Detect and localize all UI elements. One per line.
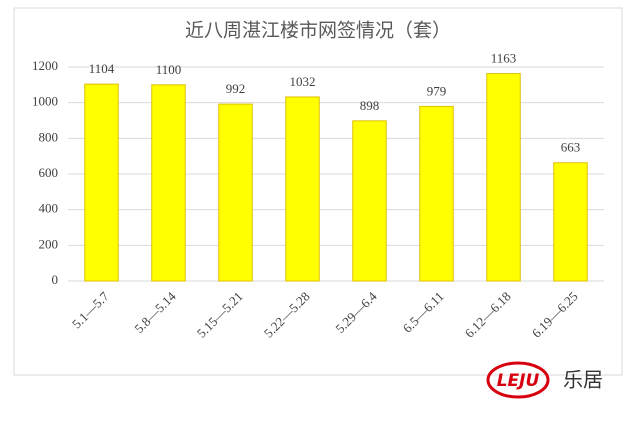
bar [553, 162, 588, 282]
bar [419, 105, 454, 282]
y-tick-label: 600 [39, 165, 59, 180]
y-tick-label: 1200 [32, 58, 58, 73]
bar [84, 83, 119, 282]
y-tick-label: 800 [39, 129, 59, 144]
value-label: 898 [360, 98, 380, 113]
bar [151, 84, 186, 282]
chart-title: 近八周湛江楼市网签情况（套） [185, 20, 451, 42]
value-label: 1032 [290, 74, 316, 89]
y-tick-label: 0 [52, 272, 59, 287]
value-label: 992 [226, 81, 246, 96]
bar [218, 103, 253, 282]
y-tick-label: 200 [39, 236, 59, 251]
value-label: 979 [427, 83, 447, 98]
value-label: 1100 [156, 62, 182, 77]
value-label: 1104 [89, 61, 115, 76]
y-tick-label: 400 [39, 201, 59, 216]
bar [285, 96, 320, 282]
logo-ring [486, 361, 550, 399]
bar [352, 120, 387, 282]
value-label: 663 [561, 140, 581, 155]
value-label: 1163 [491, 51, 517, 66]
logo: LEJU 乐居 [486, 361, 603, 399]
logo-name: 乐居 [563, 368, 603, 392]
y-tick-label: 1000 [32, 94, 58, 109]
logo-mark: LEJU [497, 371, 540, 391]
bar [486, 73, 521, 282]
